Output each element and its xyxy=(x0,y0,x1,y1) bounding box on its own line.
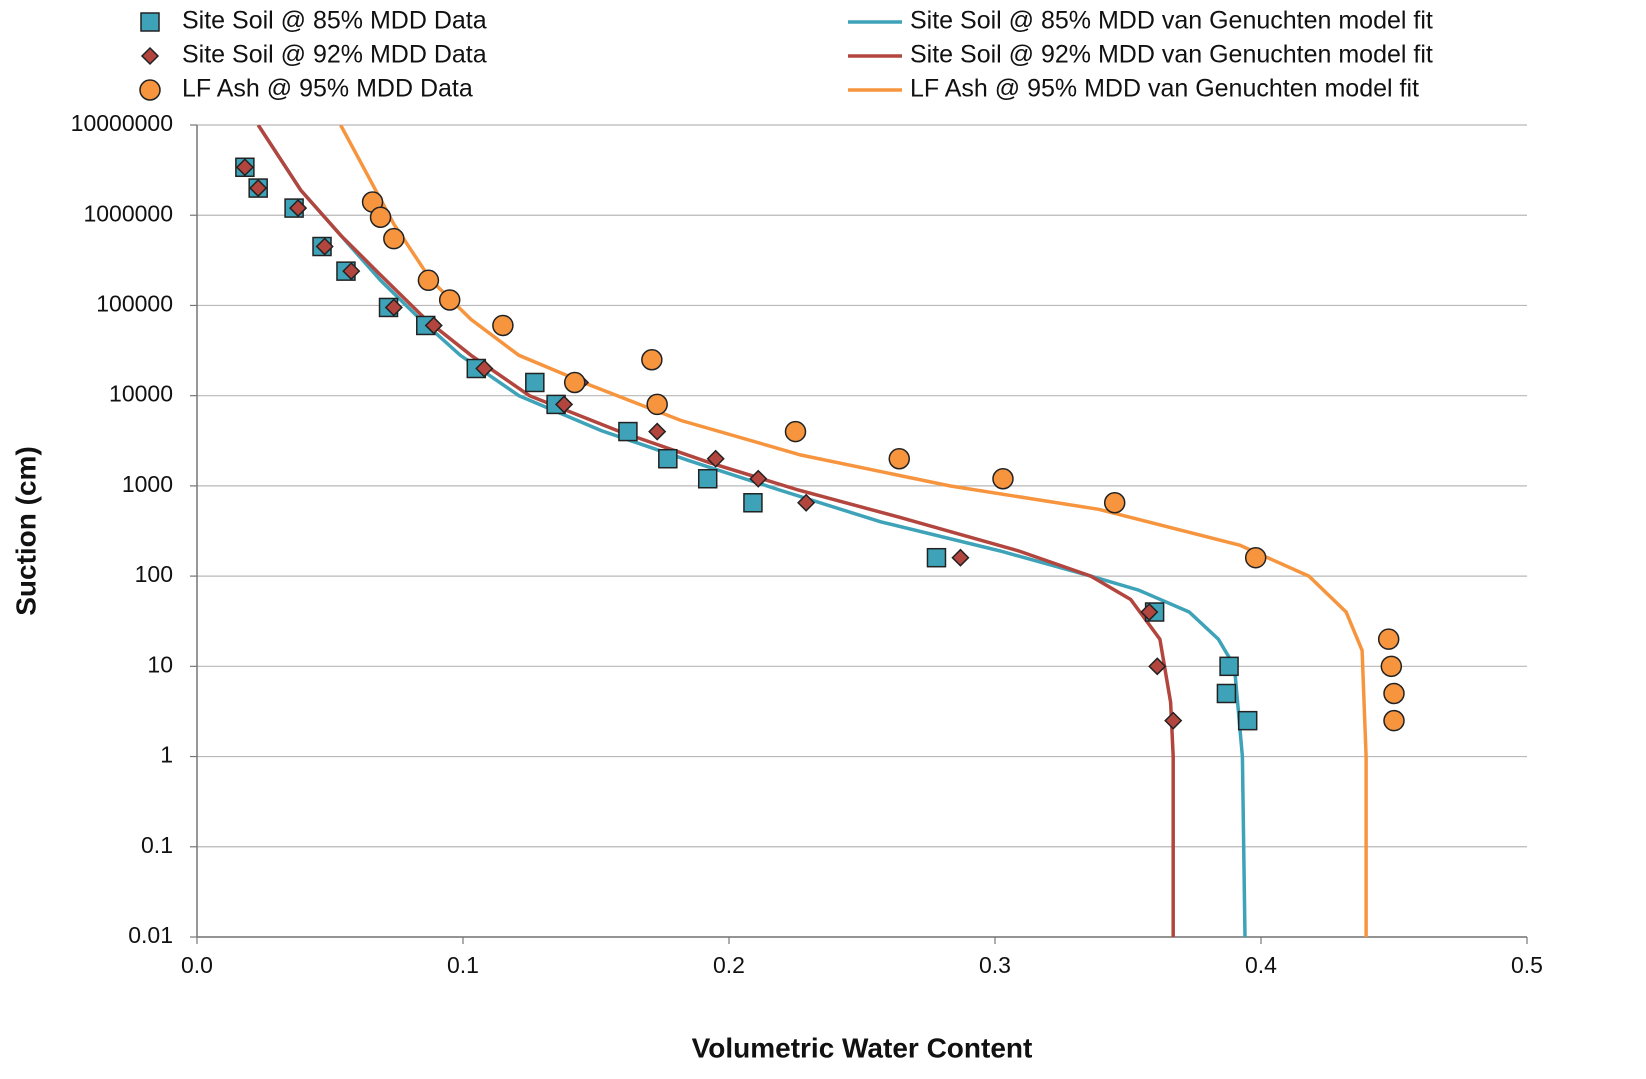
x-tick-label: 0.0 xyxy=(181,952,213,978)
y-tick-label: 1000000 xyxy=(83,200,173,226)
fit-line xyxy=(256,125,1247,937)
y-tick-label: 1000 xyxy=(122,471,173,497)
data-point xyxy=(641,349,663,371)
y-tick-label: 100 xyxy=(135,561,173,587)
x-tick-label: 0.5 xyxy=(1511,952,1543,978)
data-point xyxy=(1148,657,1167,676)
data-point xyxy=(1164,711,1183,730)
data-point xyxy=(424,316,443,335)
data-point xyxy=(235,158,254,177)
y-tick-label: 0.01 xyxy=(128,922,173,948)
y-tick-label: 1 xyxy=(160,742,173,768)
y-tick-label: 100000 xyxy=(96,291,173,317)
data-point xyxy=(1377,628,1400,650)
legend-label: Site Soil @ 85% MDD Data xyxy=(182,7,487,35)
data-point xyxy=(417,269,440,292)
y-tick-label: 10000000 xyxy=(71,110,173,136)
data-point xyxy=(475,359,494,378)
data-point xyxy=(563,371,586,394)
legend-label: Site Soil @ 92% MDD van Genuchten model … xyxy=(910,41,1433,69)
data-point xyxy=(951,548,970,567)
data-point xyxy=(648,422,667,441)
data-point xyxy=(315,237,334,256)
y-axis-title: Suction (cm) xyxy=(10,446,41,616)
plot-area xyxy=(235,125,1405,937)
legend-marker xyxy=(140,12,160,32)
x-axis-title: Volumetric Water Content xyxy=(692,1032,1033,1063)
data-point xyxy=(926,547,947,568)
legend-label: LF Ash @ 95% MDD van Genuchten model fit xyxy=(910,75,1419,103)
data-point xyxy=(1380,655,1403,678)
data-point xyxy=(658,448,678,469)
data-point xyxy=(1383,682,1405,705)
data-point xyxy=(492,314,514,337)
y-tick-label: 10000 xyxy=(109,381,173,407)
data-point xyxy=(618,421,638,442)
data-point xyxy=(525,372,545,393)
data-point xyxy=(1140,602,1159,622)
data-point xyxy=(1216,683,1237,704)
data-point xyxy=(369,206,392,228)
data-point xyxy=(646,393,668,416)
data-point xyxy=(992,467,1014,490)
legend-label: Site Soil @ 85% MDD van Genuchten model … xyxy=(910,7,1433,35)
data-point xyxy=(1103,492,1126,514)
data-point xyxy=(1237,710,1258,731)
data-point xyxy=(384,298,403,317)
data-point xyxy=(743,493,763,513)
data-point xyxy=(706,449,725,468)
data-point xyxy=(697,468,718,489)
data-point xyxy=(289,199,308,218)
x-tick-label: 0.4 xyxy=(1245,952,1277,978)
legend-label: Site Soil @ 92% MDD Data xyxy=(182,41,487,69)
data-point xyxy=(383,227,405,250)
x-tick-label: 0.1 xyxy=(447,952,479,978)
data-point xyxy=(555,395,574,414)
data-point xyxy=(342,262,361,281)
data-point xyxy=(888,447,910,470)
x-tick-label: 0.3 xyxy=(979,952,1011,978)
data-point xyxy=(749,469,768,488)
data-point xyxy=(1219,656,1239,677)
data-point xyxy=(438,289,461,311)
legend-label: LF Ash @ 95% MDD Data xyxy=(182,75,473,103)
legend-marker xyxy=(140,46,160,66)
x-tick-label: 0.2 xyxy=(713,952,745,978)
data-point xyxy=(784,420,807,443)
y-tick-label: 10 xyxy=(147,651,173,677)
data-point xyxy=(797,493,816,512)
legend-marker xyxy=(139,79,161,101)
fit-line xyxy=(339,125,1368,937)
y-tick-label: 0.1 xyxy=(141,832,173,858)
data-point xyxy=(1244,546,1267,569)
data-point xyxy=(249,179,268,198)
data-point xyxy=(1383,709,1405,732)
